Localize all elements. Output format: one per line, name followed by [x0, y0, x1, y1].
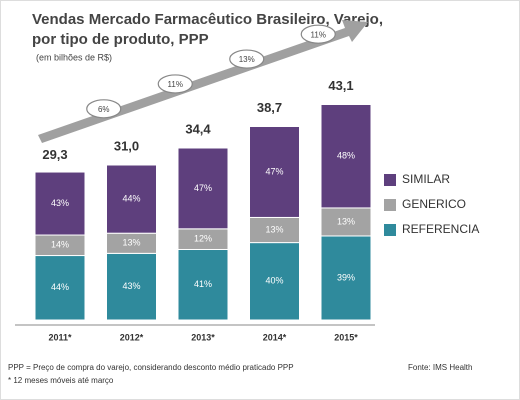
value-label: 44%	[122, 193, 140, 203]
value-label: 43%	[51, 198, 69, 208]
legend-label: GENERICO	[402, 197, 466, 211]
value-label: 43%	[122, 281, 140, 291]
legend-swatch	[384, 224, 396, 236]
chart-title: por tipo de produto, PPP	[32, 31, 209, 48]
legend-label: SIMILAR	[402, 172, 450, 186]
bar-segment	[320, 235, 372, 321]
x-tick-label: 2013*	[191, 332, 215, 342]
value-label: 40%	[265, 276, 283, 286]
value-label: 47%	[265, 166, 283, 176]
bar-segment	[177, 248, 229, 321]
growth-label: 11%	[168, 80, 183, 89]
source: Fonte: IMS Health	[408, 363, 472, 372]
value-label: 13%	[337, 216, 355, 226]
value-label: 13%	[265, 224, 283, 234]
footnote: PPP = Preço de compra do varejo, conside…	[8, 363, 294, 372]
growth-oval	[86, 99, 122, 119]
total-label: 38,7	[257, 100, 282, 115]
x-tick-label: 2011*	[48, 332, 72, 342]
growth-arrow	[38, 20, 368, 143]
value-label: 14%	[51, 240, 69, 250]
growth-label: 13%	[239, 55, 255, 64]
bar-segment	[320, 207, 372, 237]
value-label: 13%	[122, 238, 140, 248]
total-label: 43,1	[328, 78, 353, 93]
value-label: 41%	[194, 279, 212, 289]
legend-swatch	[384, 174, 396, 186]
total-label: 29,3	[42, 147, 67, 162]
x-tick-label: 2015*	[334, 332, 358, 342]
value-label: 44%	[51, 282, 69, 292]
value-label: 12%	[194, 234, 212, 244]
chart-title: Vendas Mercado Farmacêutico Brasileiro, …	[32, 11, 383, 28]
bar-segment	[249, 126, 300, 218]
bar-segment	[106, 252, 157, 321]
subtitle: (em bilhões de R$)	[36, 52, 112, 62]
bar-segment	[249, 216, 300, 244]
growth-label: 6%	[98, 105, 110, 114]
bar-segment	[320, 104, 372, 209]
growth-oval	[300, 24, 336, 44]
bar-segment	[106, 164, 157, 234]
bar-segment	[177, 147, 229, 230]
growth-label: 11%	[311, 30, 326, 39]
total-label: 31,0	[114, 138, 139, 153]
value-label: 47%	[194, 183, 212, 193]
total-label: 34,4	[185, 121, 211, 136]
bar-segment	[249, 242, 300, 321]
bar-segment	[34, 171, 86, 236]
growth-oval	[157, 74, 193, 94]
legend-label: REFERENCIA	[402, 222, 479, 236]
bar-segment	[34, 255, 86, 321]
value-label: 48%	[337, 151, 355, 161]
value-label: 39%	[337, 272, 355, 282]
legend-swatch	[384, 199, 396, 211]
x-tick-label: 2012*	[120, 332, 144, 342]
footnote: * 12 meses móveis até março	[8, 376, 114, 385]
growth-oval	[229, 49, 265, 69]
x-tick-label: 2014*	[263, 332, 287, 342]
